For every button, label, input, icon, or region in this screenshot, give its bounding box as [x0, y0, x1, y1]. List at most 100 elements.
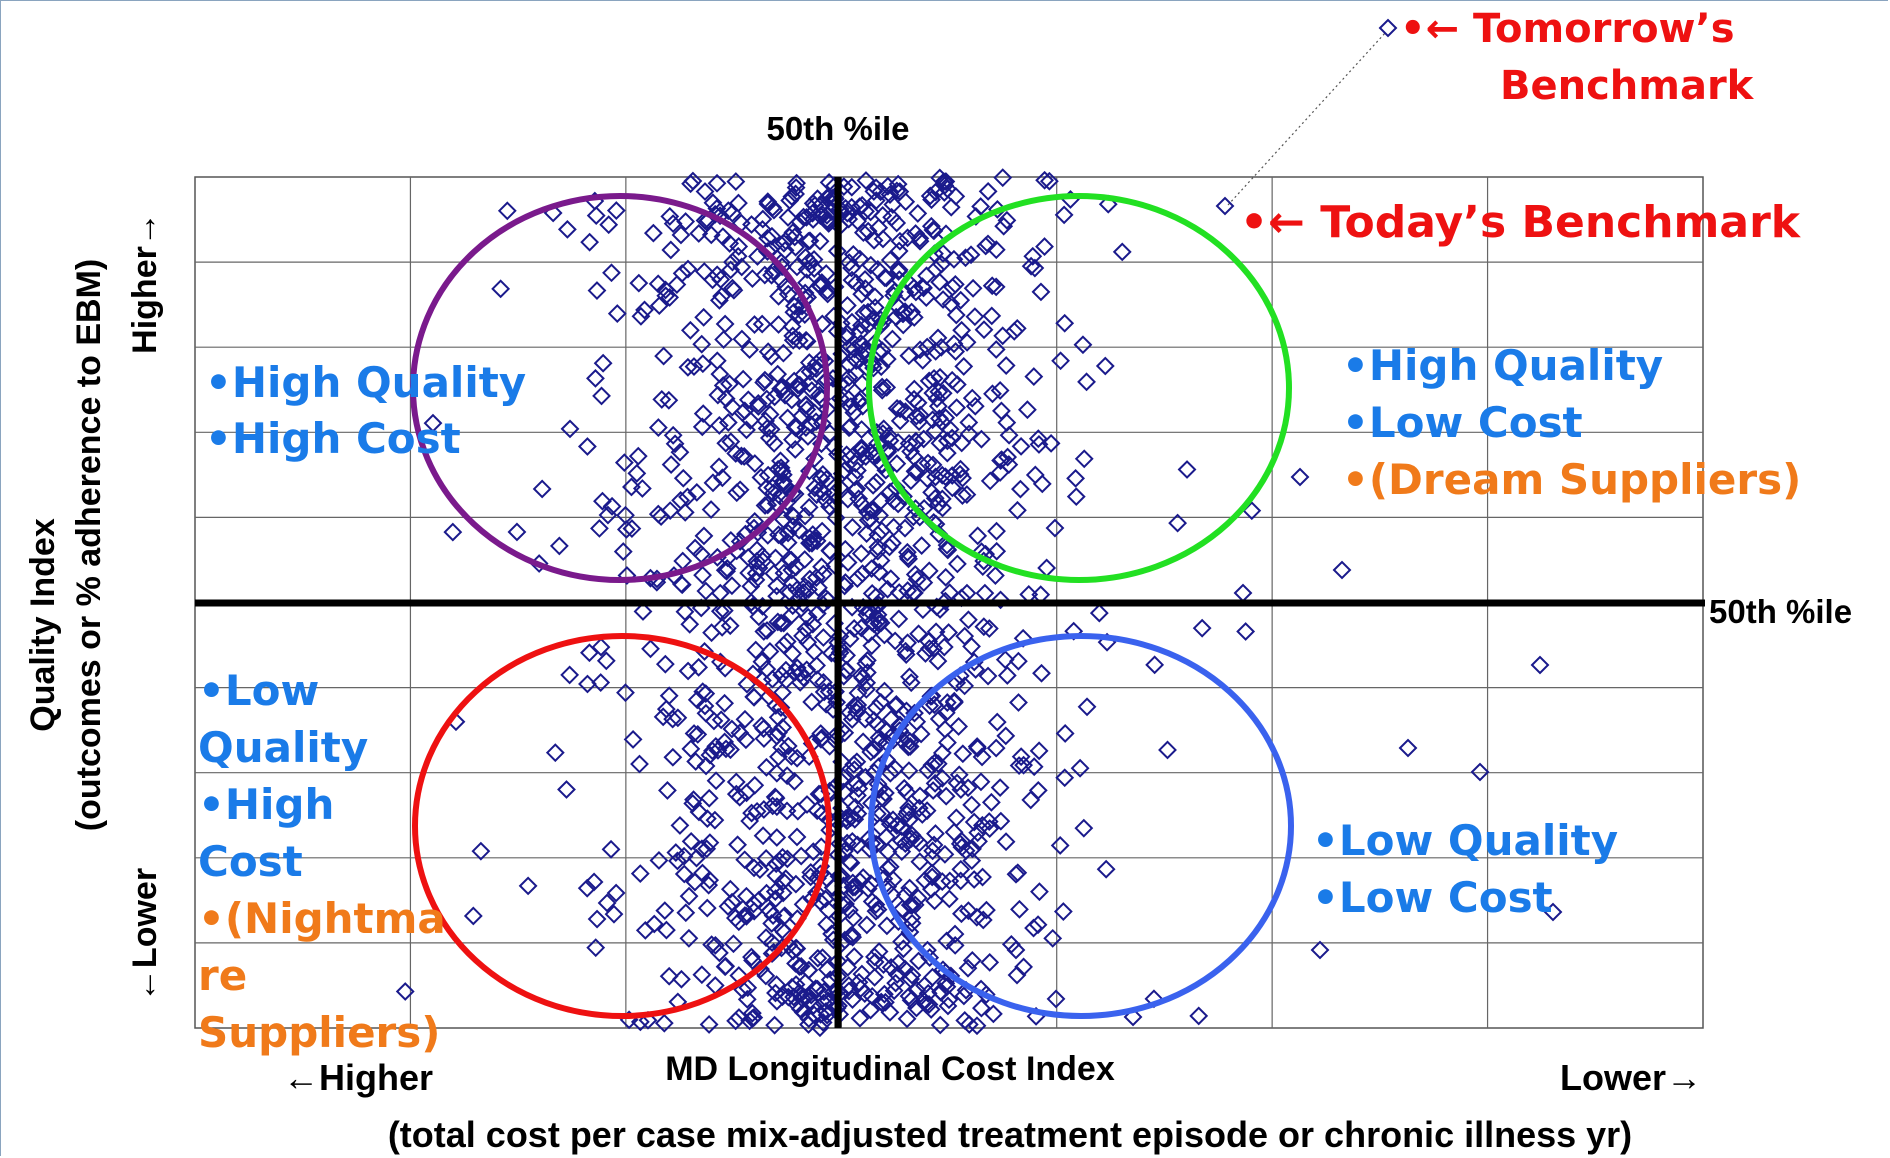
scatter-point [967, 737, 987, 757]
scatter-point [463, 906, 483, 926]
scatter-point [860, 839, 879, 859]
scatter-point [703, 473, 723, 493]
scatter-point [959, 1015, 979, 1034]
scatter-point [852, 438, 871, 458]
scatter-point [884, 491, 904, 511]
scatter-point [980, 471, 1000, 491]
scatter-point [1145, 655, 1165, 675]
scatter-point [797, 400, 817, 419]
scatter-point [786, 874, 806, 894]
scatter-point [1008, 651, 1028, 671]
scatter-point [596, 651, 616, 671]
scatter-point [883, 329, 902, 349]
scatter-point [606, 201, 626, 220]
scatter-point [769, 286, 789, 306]
scatter-point [782, 574, 802, 594]
scatter-point [721, 530, 741, 550]
scatter-point [804, 1005, 824, 1025]
scatter-point [1018, 400, 1037, 420]
scatter-point [695, 182, 715, 201]
scatter-point [974, 617, 994, 637]
scatter-point [901, 673, 921, 693]
scatter-point [959, 610, 978, 630]
scatter-point [929, 382, 949, 402]
scatter-point [710, 364, 730, 384]
scatter-point [764, 433, 784, 453]
scatter-point [924, 835, 944, 855]
scatter-point [1066, 487, 1086, 507]
scatter-point [888, 174, 908, 194]
scatter-point [1024, 367, 1044, 386]
scatter-point [784, 371, 804, 391]
scatter-point [799, 1009, 819, 1029]
scatter-point [922, 867, 942, 887]
scatter-point [707, 173, 727, 193]
scatter-point [697, 212, 717, 232]
scatter-point [1032, 663, 1051, 683]
scatter-point [1054, 205, 1074, 225]
scatter-point [845, 797, 865, 817]
scatter-point [825, 556, 845, 575]
scatter-point [1010, 899, 1029, 919]
scatter-point [890, 411, 910, 431]
scatter-point [811, 784, 831, 804]
scatter-point [760, 642, 780, 661]
scatter-point [969, 831, 988, 851]
scatter-point [716, 739, 736, 759]
scatter-point [926, 259, 946, 279]
scatter-point [754, 622, 774, 641]
scatter-point [965, 396, 985, 416]
scatter-point [813, 628, 833, 647]
scatter-point [788, 375, 808, 395]
scatter-point [580, 232, 600, 252]
scatter-point [964, 870, 984, 889]
scatter-point [848, 683, 868, 703]
scatter-point [1310, 940, 1330, 960]
scatter-point [952, 320, 972, 340]
scatter-point [668, 851, 687, 871]
scatter-point [825, 731, 845, 750]
scatter-point [773, 683, 792, 702]
scatter-point [978, 666, 998, 686]
scatter-point [672, 969, 691, 989]
scatter-point [888, 432, 908, 452]
scatter-point [723, 278, 742, 298]
scatter-point [1077, 697, 1097, 717]
scatter-point [591, 637, 611, 657]
scatter-point [816, 490, 836, 510]
scatter-point [712, 468, 732, 488]
scatter-point [908, 393, 928, 413]
scatter-point [705, 976, 725, 995]
scatter-point [888, 494, 908, 514]
scatter-point [655, 654, 675, 674]
scatter-point [934, 637, 954, 657]
scatter-point [715, 560, 735, 580]
scatter-point [954, 356, 974, 376]
scatter-point [900, 667, 919, 687]
scatter-point [796, 619, 816, 639]
scatter-point [800, 533, 819, 553]
scatter-point [918, 983, 938, 1003]
median-lines [195, 177, 1705, 1028]
scatter-point [924, 368, 944, 388]
scatter-point [768, 364, 788, 384]
scatter-point [838, 553, 858, 572]
scatter-point [941, 197, 961, 217]
scatter-point [649, 296, 669, 316]
scatter-point [593, 353, 613, 373]
scatter-point [921, 216, 941, 236]
scatter-point [825, 187, 844, 207]
scatter-point [883, 533, 902, 553]
scatter-point [954, 986, 974, 1006]
scatter-point [1031, 282, 1051, 302]
scatter-point [663, 425, 683, 445]
scatter-point [1192, 618, 1212, 638]
scatter-point [925, 773, 945, 793]
scatter-point [877, 377, 897, 397]
scatter-point [1021, 790, 1041, 810]
scatter-point [790, 212, 810, 232]
scatter-point [850, 249, 870, 269]
scatter-point [780, 227, 799, 247]
scatter-point [900, 732, 920, 751]
scatter-point [962, 795, 982, 815]
